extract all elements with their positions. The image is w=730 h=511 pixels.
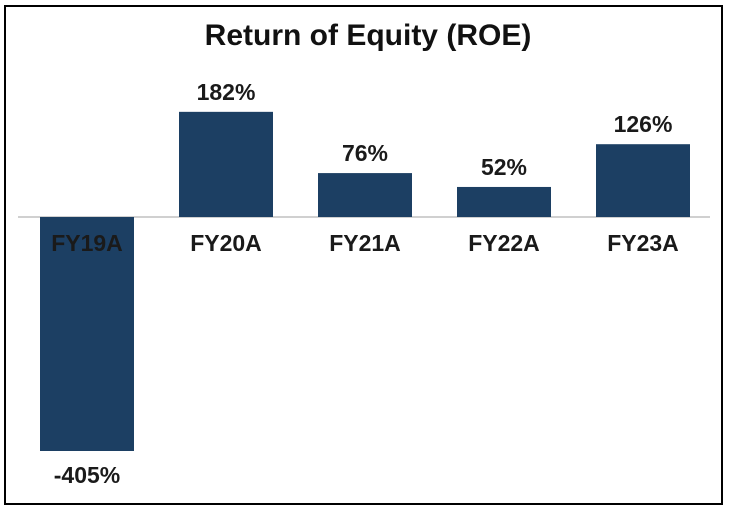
value-label-fy20a: 182% (197, 79, 256, 105)
chart-title: Return of Equity (ROE) (205, 19, 532, 52)
category-label-fy20a: FY20A (190, 230, 262, 256)
bar-fy21a (318, 173, 412, 217)
category-label-fy19a: FY19A (51, 230, 123, 256)
category-label-fy22a: FY22A (468, 230, 540, 256)
bar-fy19a (40, 217, 134, 451)
value-label-fy21a: 76% (342, 140, 388, 166)
value-label-fy23a: 126% (614, 111, 673, 137)
value-label-fy22a: 52% (481, 154, 527, 180)
category-label-fy23a: FY23A (607, 230, 679, 256)
bar-fy22a (457, 186, 551, 217)
value-label-fy19a: -405% (54, 462, 120, 488)
bar-fy23a (596, 144, 690, 217)
category-label-fy21a: FY21A (329, 230, 401, 256)
bars-group (40, 111, 690, 451)
bar-fy20a (179, 111, 273, 217)
value-labels-group: -405% 182% 76% 52% 126% (54, 79, 673, 488)
category-labels-group: FY19A FY20A FY21A FY22A FY23A (51, 230, 679, 256)
